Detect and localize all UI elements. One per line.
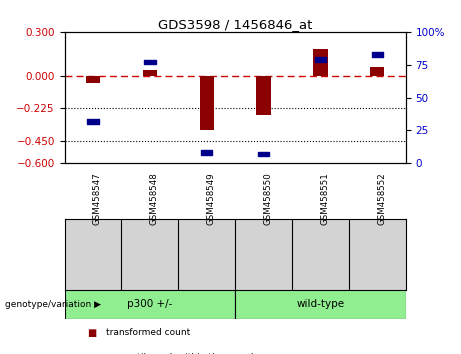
Text: transformed count: transformed count	[106, 328, 190, 337]
Bar	[313, 49, 327, 76]
Bar	[65, 290, 235, 319]
Text: GSM458549: GSM458549	[207, 172, 216, 225]
Text: ■: ■	[88, 353, 97, 354]
Bar	[235, 290, 406, 319]
Text: GSM458551: GSM458551	[320, 172, 330, 225]
Bar	[86, 76, 100, 83]
Bar	[256, 76, 271, 115]
Text: wild-type: wild-type	[296, 299, 344, 309]
Text: GSM458550: GSM458550	[264, 172, 272, 225]
Text: ■: ■	[88, 328, 97, 338]
Text: GSM458548: GSM458548	[150, 172, 159, 225]
Text: GSM458547: GSM458547	[93, 172, 102, 225]
Bar	[143, 70, 157, 76]
Bar	[200, 76, 214, 130]
Text: p300 +/-: p300 +/-	[127, 299, 172, 309]
Text: GSM458552: GSM458552	[377, 172, 386, 225]
Bar	[370, 67, 384, 76]
Text: percentile rank within the sample: percentile rank within the sample	[106, 353, 259, 354]
Title: GDS3598 / 1456846_at: GDS3598 / 1456846_at	[158, 18, 312, 31]
Text: genotype/variation ▶: genotype/variation ▶	[5, 300, 100, 309]
